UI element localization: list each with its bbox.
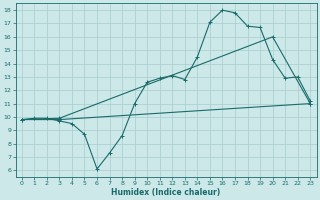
X-axis label: Humidex (Indice chaleur): Humidex (Indice chaleur) (111, 188, 221, 197)
